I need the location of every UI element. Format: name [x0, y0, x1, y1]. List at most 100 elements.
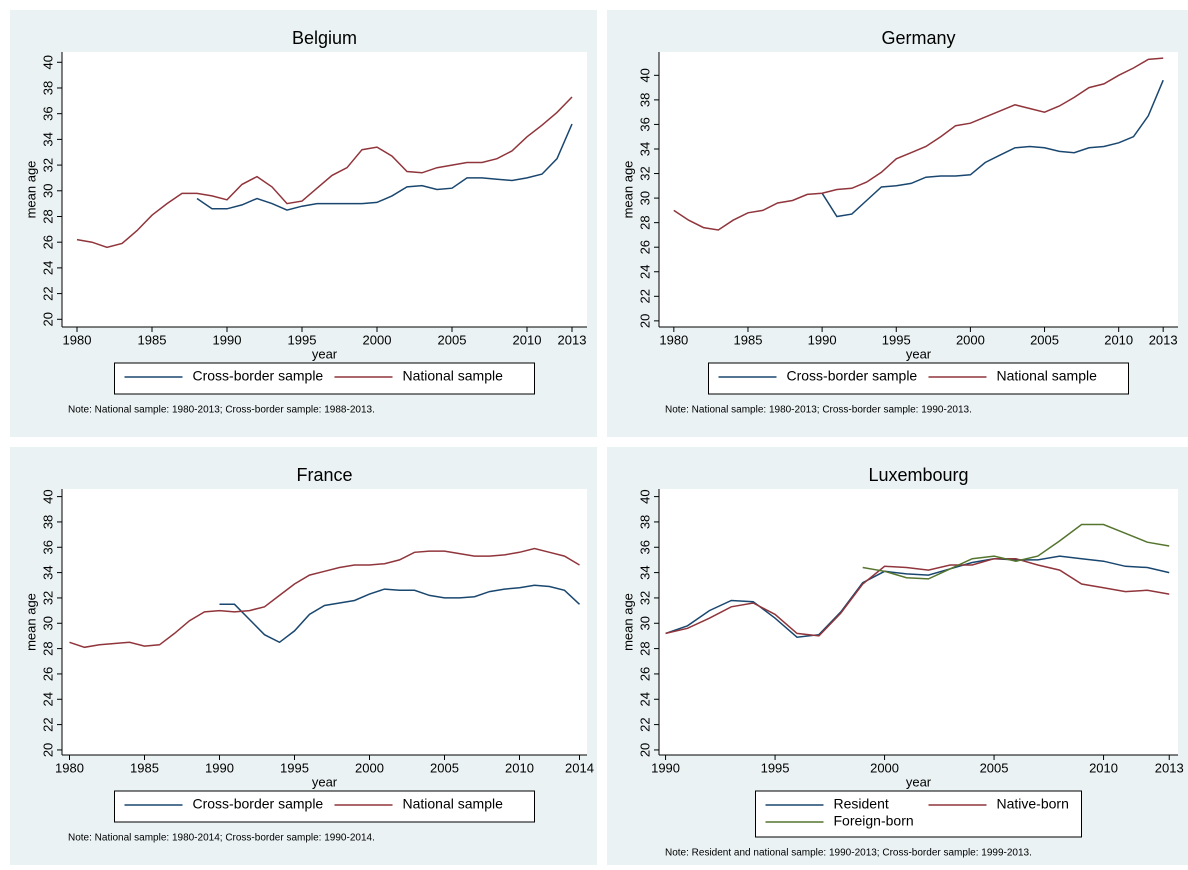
legend-label: Cross-border sample	[193, 796, 324, 812]
x-tick-label: 1995	[761, 760, 790, 775]
x-tick-label: 1985	[130, 760, 159, 775]
y-axis-title: mean age	[23, 593, 38, 651]
x-tick-label: 2010	[505, 760, 534, 775]
series-line	[69, 547, 580, 649]
y-tick-label: 20	[637, 743, 652, 757]
note: Note: Resident and national sample: 1990…	[665, 848, 1032, 859]
y-tick-label: 32	[40, 591, 55, 605]
y-tick-label: 22	[40, 286, 55, 300]
panel: Luxembourg 20 22 24 26 28 30 32 34 36 38 40 1990 1995…	[607, 447, 1188, 865]
y-tick-label: 36	[637, 117, 652, 131]
legend-label: Cross-border sample	[787, 368, 918, 384]
x-tick-label: 1990	[651, 760, 680, 775]
series-line	[862, 523, 1170, 580]
y-tick-label: 24	[40, 261, 55, 275]
x-tick-label: 2013	[558, 332, 587, 347]
chart-title: Luxembourg	[868, 465, 968, 485]
x-axis-title: year	[312, 774, 338, 789]
x-tick-label: 1995	[280, 760, 309, 775]
y-tick-label: 30	[637, 616, 652, 630]
x-tick-label: 2000	[956, 332, 985, 347]
series-line	[821, 79, 1164, 218]
series-line	[219, 584, 581, 644]
legend-box	[114, 790, 535, 823]
x-tick-label: 1995	[288, 332, 317, 347]
note: Note: National sample: 1980-2013; Cross-…	[68, 405, 375, 416]
x-tick-label: 2013	[1149, 332, 1178, 347]
y-tick-label: 36	[637, 540, 652, 554]
y-tick-label: 22	[637, 289, 652, 303]
x-tick-label: 2010	[513, 332, 542, 347]
y-tick-label: 36	[40, 540, 55, 554]
y-tick-label: 38	[40, 81, 55, 95]
legend-box	[114, 362, 535, 395]
plot-area	[62, 489, 587, 755]
x-tick-label: 2005	[438, 332, 467, 347]
legend-label: Cross-border sample	[193, 368, 324, 384]
plot-area	[659, 489, 1178, 755]
x-tick-label: 1990	[213, 332, 242, 347]
y-tick-label: 34	[40, 565, 55, 579]
y-tick-label: 34	[40, 132, 55, 146]
legend-label: National sample	[997, 368, 1098, 384]
y-tick-label: 28	[40, 209, 55, 223]
y-tick-label: 32	[40, 158, 55, 172]
panel: Germany 20 22 24 26 28 30 32 34 36 38 40 1980 1985 199…	[607, 10, 1188, 437]
x-tick-label: 1980	[659, 332, 688, 347]
legend-label: Resident	[834, 796, 889, 812]
y-tick-label: 32	[637, 591, 652, 605]
x-tick-label: 1980	[55, 760, 84, 775]
x-tick-label: 1980	[63, 332, 92, 347]
x-tick-label: 2000	[355, 760, 384, 775]
x-axis-title: year	[312, 346, 338, 361]
x-axis-title: year	[906, 774, 932, 789]
x-tick-label: 2010	[1089, 760, 1118, 775]
legend-box	[708, 362, 1129, 395]
x-tick-label: 2013	[1155, 760, 1184, 775]
legend-label: National sample	[403, 368, 504, 384]
y-tick-label: 32	[637, 166, 652, 180]
x-tick-label: 1985	[138, 332, 167, 347]
x-tick-label: 1995	[882, 332, 911, 347]
x-tick-label: 2014	[565, 760, 594, 775]
series-line	[665, 555, 1170, 638]
y-tick-label: 40	[637, 489, 652, 503]
legend-label: Foreign-born	[834, 813, 914, 829]
x-tick-label: 2005	[430, 760, 459, 775]
x-tick-label: 2010	[1104, 332, 1133, 347]
panel: France 20 22 24 26 28 30 32 34 36 38 40 1980 1985 1990…	[10, 447, 597, 865]
y-tick-label: 26	[40, 235, 55, 249]
plot-area	[62, 52, 587, 327]
y-tick-label: 40	[637, 68, 652, 82]
panel: Belgium 20 22 24 26 28 30 32 34 36 38 40 1980 1985 199…	[10, 10, 597, 437]
y-tick-label: 24	[40, 692, 55, 706]
y-axis-title: mean age	[23, 161, 38, 219]
y-axis-title: mean age	[620, 161, 635, 219]
y-tick-label: 40	[40, 55, 55, 69]
x-tick-label: 1990	[808, 332, 837, 347]
y-tick-label: 28	[40, 641, 55, 655]
legend-label: Native-born	[997, 796, 1069, 812]
series-line	[673, 57, 1164, 231]
legend-box	[755, 790, 1082, 838]
y-tick-label: 26	[637, 240, 652, 254]
y-tick-label: 38	[637, 93, 652, 107]
x-tick-label: 2005	[980, 760, 1009, 775]
y-tick-label: 20	[40, 743, 55, 757]
y-tick-label: 34	[637, 565, 652, 579]
y-tick-label: 22	[40, 717, 55, 731]
y-tick-label: 20	[637, 314, 652, 328]
chart-title: France	[296, 465, 352, 485]
note: Note: National sample: 1980-2014; Cross-…	[68, 833, 375, 844]
y-tick-label: 38	[40, 515, 55, 529]
chart-title: Germany	[881, 28, 955, 48]
y-tick-label: 34	[637, 142, 652, 156]
chart-title: Belgium	[292, 28, 357, 48]
y-tick-label: 30	[637, 191, 652, 205]
y-tick-label: 24	[637, 692, 652, 706]
y-tick-label: 20	[40, 312, 55, 326]
y-tick-label: 40	[40, 489, 55, 503]
x-tick-label: 2000	[363, 332, 392, 347]
